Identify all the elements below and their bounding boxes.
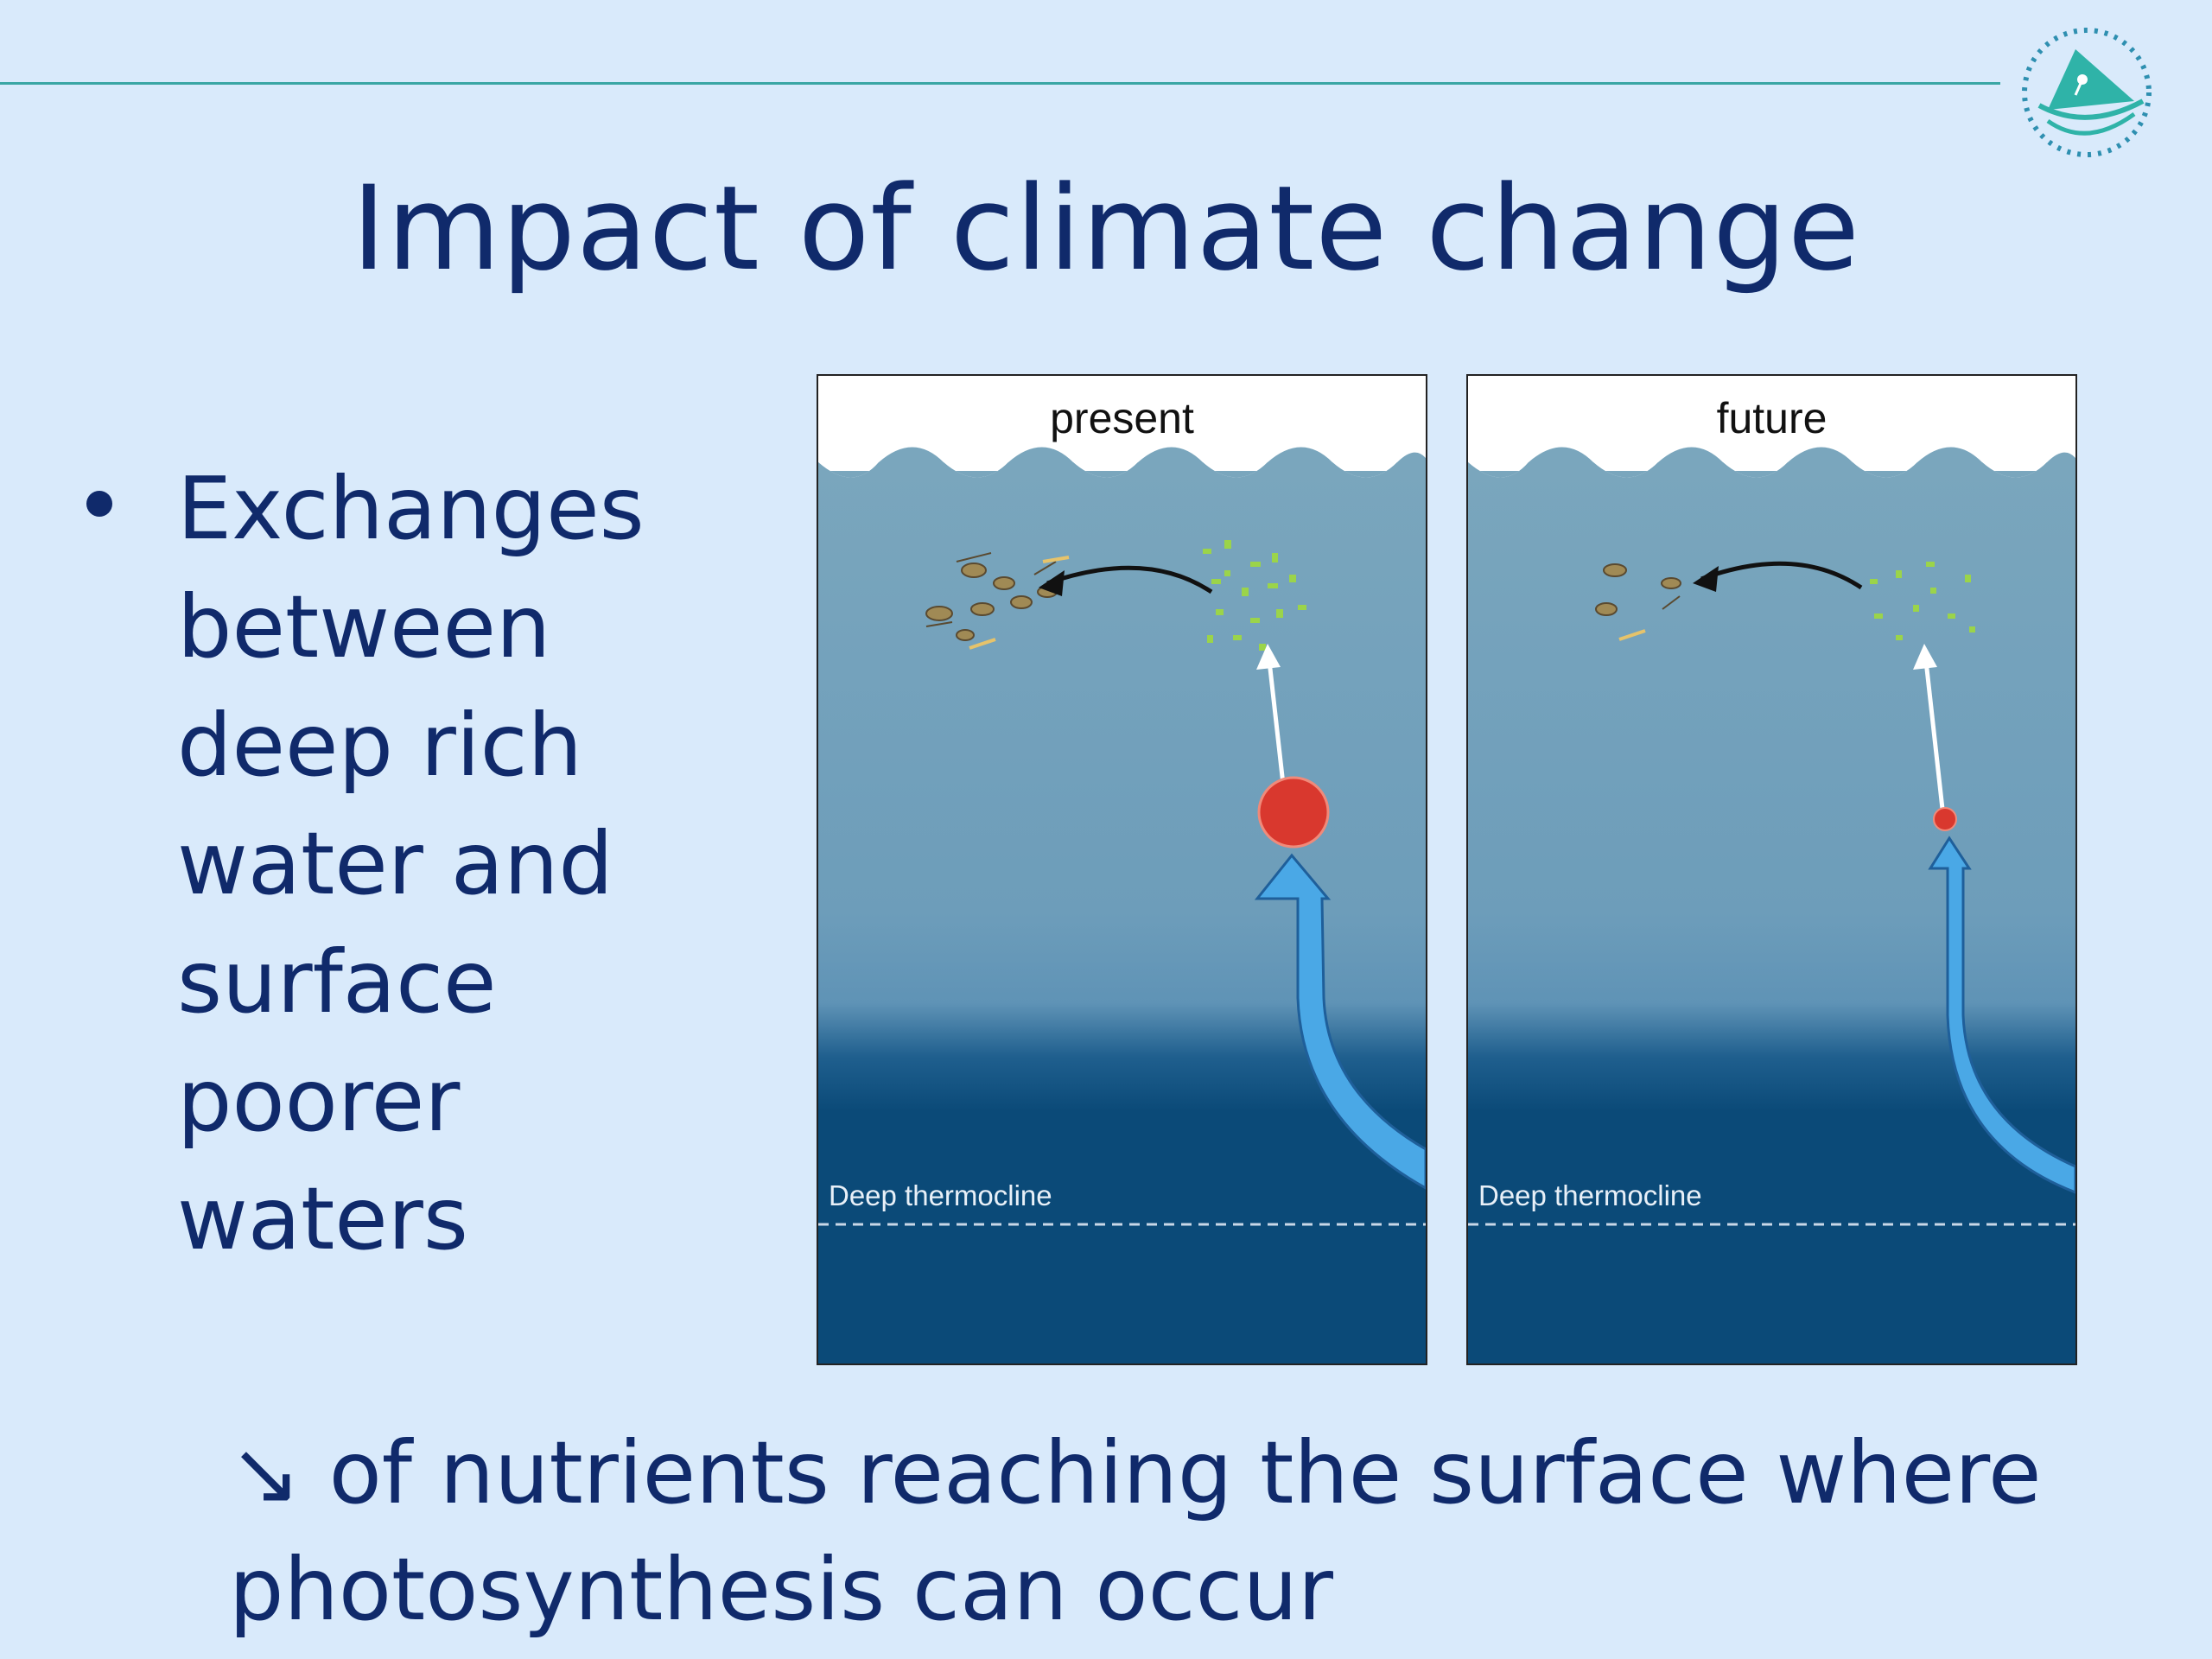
- upwelling-arrow-thick: [1254, 853, 1426, 1190]
- organization-logo-icon: [2022, 28, 2152, 157]
- grazing-arrow: [1700, 561, 1863, 590]
- panel-label-future: future: [1716, 394, 1827, 442]
- water-column: [1468, 462, 2075, 1363]
- ocean-diagram-present: [818, 376, 1426, 1363]
- diagram-panel-future: future Deep thermocline: [1466, 374, 2077, 1365]
- thermocline-label: Deep thermocline: [829, 1179, 1052, 1211]
- bullet-text: Exchanges between deep rich water and su…: [177, 458, 645, 1269]
- grazing-arrow: [1046, 565, 1213, 594]
- upwelling-arrow-thin: [1928, 836, 2075, 1194]
- phytoplankton-cluster: [1203, 540, 1306, 651]
- conclusion-line-1: ↘ of nutrients reaching the surface wher…: [229, 1421, 2042, 1525]
- decrease-arrow-icon: ↘: [229, 1422, 302, 1523]
- water-column: [818, 462, 1426, 1363]
- diagram-panel-present: present Deep thermocline: [817, 374, 1427, 1365]
- nutrient-dot-large: [1257, 776, 1330, 849]
- ocean-diagram-future: [1468, 376, 2075, 1363]
- panel-label-present: present: [1050, 394, 1194, 442]
- thermocline-label: Deep thermocline: [1478, 1179, 1702, 1211]
- zooplankton-cluster: [1595, 563, 1681, 641]
- conclusion-text-1: of nutrients reaching the surface where: [328, 1422, 2042, 1523]
- header-rule: [0, 82, 2000, 85]
- bullet-marker: [86, 491, 112, 517]
- surface-wave: [1468, 376, 2075, 478]
- surface-wave: [818, 376, 1426, 478]
- phytoplankton-cluster: [1870, 562, 1975, 640]
- nutrient-uptake-arrow: [1923, 660, 1946, 817]
- conclusion-line-2: photosynthesis can occur: [229, 1539, 1334, 1640]
- slide-title: Impact of climate change: [351, 161, 1861, 296]
- nutrient-dot-small: [1933, 807, 1957, 831]
